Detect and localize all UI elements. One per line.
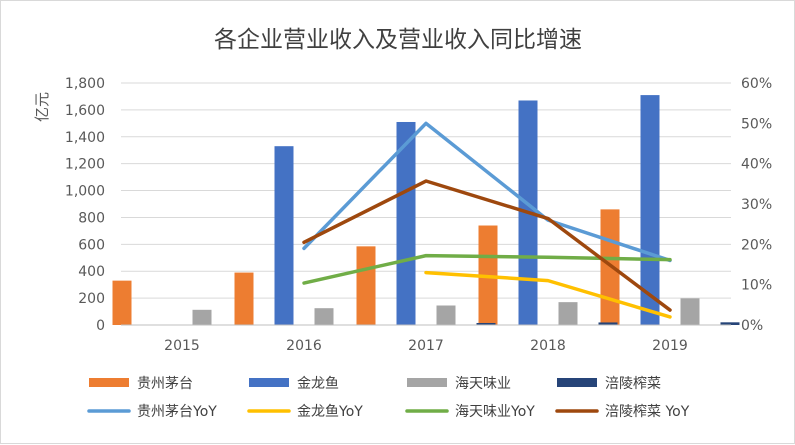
bar [436, 305, 456, 325]
bar [640, 95, 660, 325]
bar [558, 302, 578, 325]
bar [314, 308, 334, 325]
legend-label: 海天味业 [455, 376, 511, 392]
bar [680, 298, 700, 325]
y-axis-label: 亿元 [33, 92, 51, 122]
y-tick-label: 1,000 [65, 184, 105, 200]
bar [192, 309, 212, 325]
legend-label: 贵州茅台 [137, 376, 193, 392]
bar-series-group [112, 95, 740, 325]
legend-swatch [557, 378, 597, 387]
bar [476, 322, 496, 325]
y2-tick-label: 30% [741, 197, 772, 213]
axes-group: 0 200 400 600 800 1,000 1,200 1,400 1,600 1,800 0%… [65, 76, 772, 354]
x-tick-label: 2017 [408, 338, 444, 354]
legend-label: 海天味业YoY [455, 404, 535, 420]
y-tick-label: 1,200 [65, 157, 105, 173]
legend-swatch [407, 378, 447, 387]
x-tick-label: 2019 [652, 338, 688, 354]
legend-label: 贵州茅台YoY [137, 404, 217, 420]
series-line [302, 121, 672, 263]
y-tick-label: 1,400 [65, 130, 105, 146]
bar [720, 322, 740, 325]
series-line [302, 179, 672, 312]
y2-tick-label: 40% [741, 157, 772, 173]
legend-label: 涪陵榨菜 [605, 375, 661, 392]
bar [396, 121, 416, 325]
y-tick-label: 0 [96, 318, 105, 334]
bar [112, 280, 132, 325]
y2-tick-label: 20% [741, 237, 772, 253]
series-line [424, 270, 672, 319]
y-tick-label: 1,600 [65, 103, 105, 119]
y-tick-label: 800 [78, 210, 105, 226]
y-tick-label: 400 [78, 264, 105, 280]
legend-label: 金龙鱼YoY [297, 403, 363, 420]
legend-swatch [89, 378, 129, 387]
x-tick-label: 2018 [530, 338, 566, 354]
x-tick-label: 2016 [286, 338, 322, 354]
bar [356, 246, 376, 325]
y2-tick-label: 50% [741, 116, 772, 132]
y-tick-label: 600 [78, 237, 105, 253]
y-tick-label: 200 [78, 291, 105, 307]
y2-tick-label: 10% [741, 278, 772, 294]
chart-title: 各企业营业收入及营业收入同比增速 [214, 27, 582, 53]
legend-swatch [249, 378, 289, 387]
y-tick-label: 1,800 [65, 76, 105, 92]
legend-label: 涪陵榨菜 YoY [605, 403, 690, 420]
bar [234, 272, 254, 325]
x-tick-label: 2015 [164, 338, 200, 354]
y2-tick-label: 0% [741, 318, 763, 334]
series-line [302, 253, 672, 285]
bar [598, 322, 618, 325]
gridlines [121, 82, 731, 299]
legend-label: 金龙鱼 [297, 375, 339, 392]
y2-tick-label: 60% [741, 76, 772, 92]
bar [274, 146, 294, 325]
line-series-group [302, 121, 672, 319]
